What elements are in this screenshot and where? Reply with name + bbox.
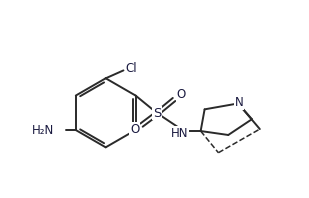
Text: O: O (130, 123, 139, 136)
Text: HN: HN (171, 127, 189, 140)
Text: H₂N: H₂N (32, 124, 54, 137)
Text: O: O (176, 88, 186, 101)
Text: Cl: Cl (125, 62, 137, 75)
Text: N: N (235, 96, 243, 109)
Text: S: S (153, 107, 162, 120)
